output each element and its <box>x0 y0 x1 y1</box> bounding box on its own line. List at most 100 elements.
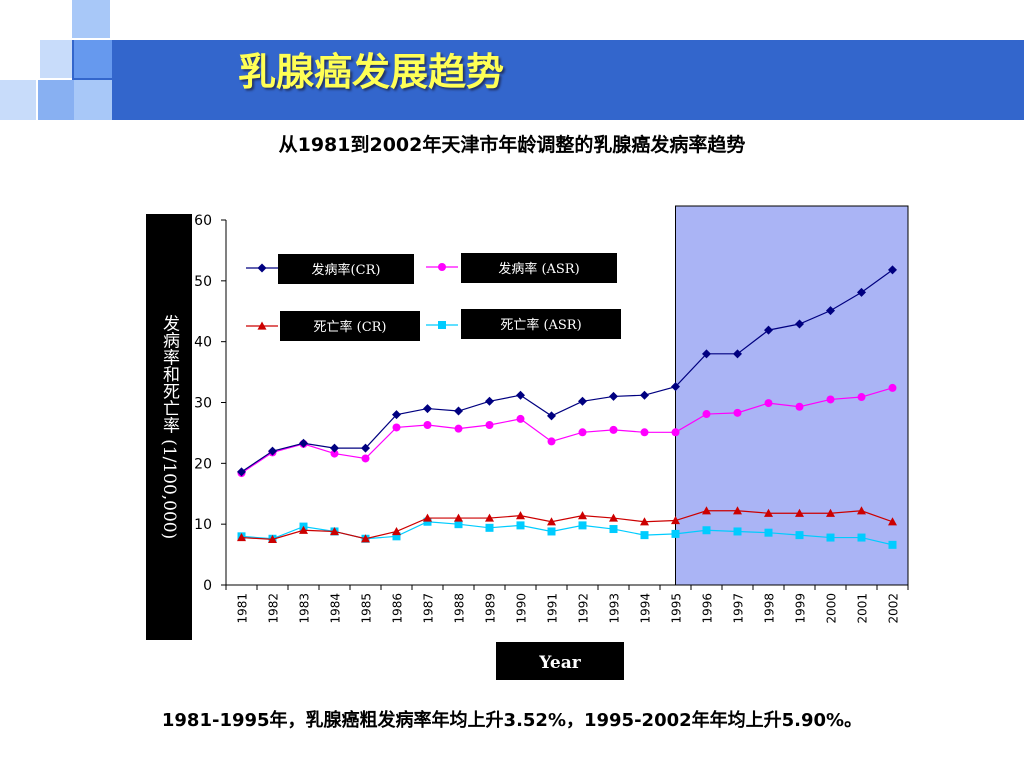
legend-label-box <box>278 254 414 284</box>
data-point <box>547 517 556 526</box>
x-tick-label: 2002 <box>887 593 901 624</box>
x-tick-label: 1986 <box>391 593 405 624</box>
data-point <box>609 525 618 534</box>
data-point <box>330 443 339 453</box>
data-point <box>795 402 804 411</box>
data-point <box>640 428 649 437</box>
data-point <box>640 517 649 526</box>
legend-item: 发病率 (ASR) <box>426 253 617 283</box>
data-point <box>671 529 680 538</box>
data-point <box>578 428 587 437</box>
deco-square <box>74 40 112 78</box>
data-point <box>392 423 401 432</box>
data-point <box>795 531 804 540</box>
data-point <box>392 526 401 536</box>
x-tick-label: 1984 <box>329 593 343 624</box>
x-tick-label: 1999 <box>794 593 808 624</box>
data-point <box>423 513 432 522</box>
x-tick-label: 1985 <box>360 593 374 624</box>
legend-item: 死亡率 (CR) <box>246 311 420 341</box>
x-tick-label: 1990 <box>515 593 529 624</box>
x-tick-label: 2001 <box>856 593 870 624</box>
data-point <box>257 263 267 273</box>
data-point <box>702 410 711 419</box>
x-tick-label: 2000 <box>825 593 839 624</box>
y-tick-label: 40 <box>194 335 212 351</box>
y-tick-label: 10 <box>194 517 212 533</box>
y-tick-label: 0 <box>203 578 212 594</box>
data-point <box>578 396 587 406</box>
data-point <box>454 513 463 522</box>
series-line <box>241 387 893 474</box>
data-point <box>392 410 401 420</box>
legend-label-box <box>461 309 621 339</box>
deco-square <box>72 0 110 38</box>
data-point <box>888 517 897 526</box>
x-tick-label: 1995 <box>670 593 684 624</box>
series-triangle <box>237 506 897 543</box>
legend-item: 死亡率 (ASR) <box>426 309 621 339</box>
data-point <box>485 396 494 406</box>
data-point <box>547 437 556 446</box>
chart-title: 从1981到2002年天津市年龄调整的乳腺癌发病率趋势 <box>278 134 746 156</box>
data-point <box>671 382 680 392</box>
data-point <box>733 349 742 359</box>
data-point <box>485 523 494 532</box>
data-point <box>857 393 866 402</box>
data-point <box>640 531 649 540</box>
x-tick-label: 1981 <box>236 593 250 624</box>
data-point <box>516 414 525 423</box>
data-point <box>454 424 463 433</box>
data-point <box>826 508 835 517</box>
deco-square <box>40 40 72 78</box>
y-axis: 0 10 20 30 40 50 60 <box>194 213 227 594</box>
series-diamond <box>237 265 897 477</box>
data-point <box>516 521 525 530</box>
data-point <box>268 534 277 543</box>
data-point <box>764 508 773 517</box>
data-point <box>438 263 446 271</box>
deco-square <box>38 80 74 120</box>
data-point <box>361 534 370 543</box>
series-circle <box>237 383 897 478</box>
data-point <box>857 533 866 542</box>
data-point <box>733 408 742 417</box>
x-tick-label: 1987 <box>422 593 436 624</box>
series-line <box>241 510 893 540</box>
data-point <box>609 513 618 522</box>
highlight-region <box>675 205 909 586</box>
data-point <box>826 395 835 404</box>
x-tick-label: 1983 <box>298 593 312 624</box>
data-point <box>888 540 897 549</box>
legend-label: 发病率 (ASR) <box>498 261 579 277</box>
data-point <box>733 506 742 515</box>
data-point <box>795 319 804 329</box>
legend-label-box <box>461 253 617 283</box>
legend-item: 发病率(CR) <box>246 254 414 284</box>
data-point <box>826 533 835 542</box>
x-tick-label: 1988 <box>453 593 467 624</box>
data-point <box>423 404 432 414</box>
series-line <box>241 269 893 473</box>
data-point <box>888 383 897 392</box>
data-point <box>392 532 401 541</box>
data-point <box>795 508 804 517</box>
y-tick-label: 50 <box>194 274 212 290</box>
data-point <box>578 521 587 530</box>
deco-square <box>0 80 36 120</box>
data-point <box>485 513 494 522</box>
data-point <box>547 411 556 421</box>
legend-label-box <box>280 311 420 341</box>
legend-label: 死亡率 (ASR) <box>500 317 581 333</box>
y-tick-label: 20 <box>194 456 212 472</box>
data-point <box>485 421 494 430</box>
legend: 发病率(CR) 发病率 (ASR) 死亡率 (CR) 死亡率 (ASR) <box>246 253 621 341</box>
data-point <box>702 526 711 535</box>
x-tick-label: 1996 <box>701 593 715 624</box>
slide-title: 乳腺癌发展趋势 <box>238 49 505 94</box>
y-label-box <box>146 214 192 640</box>
data-point <box>268 446 277 456</box>
data-point <box>330 526 339 536</box>
data-point <box>671 428 680 437</box>
data-point <box>702 349 711 359</box>
